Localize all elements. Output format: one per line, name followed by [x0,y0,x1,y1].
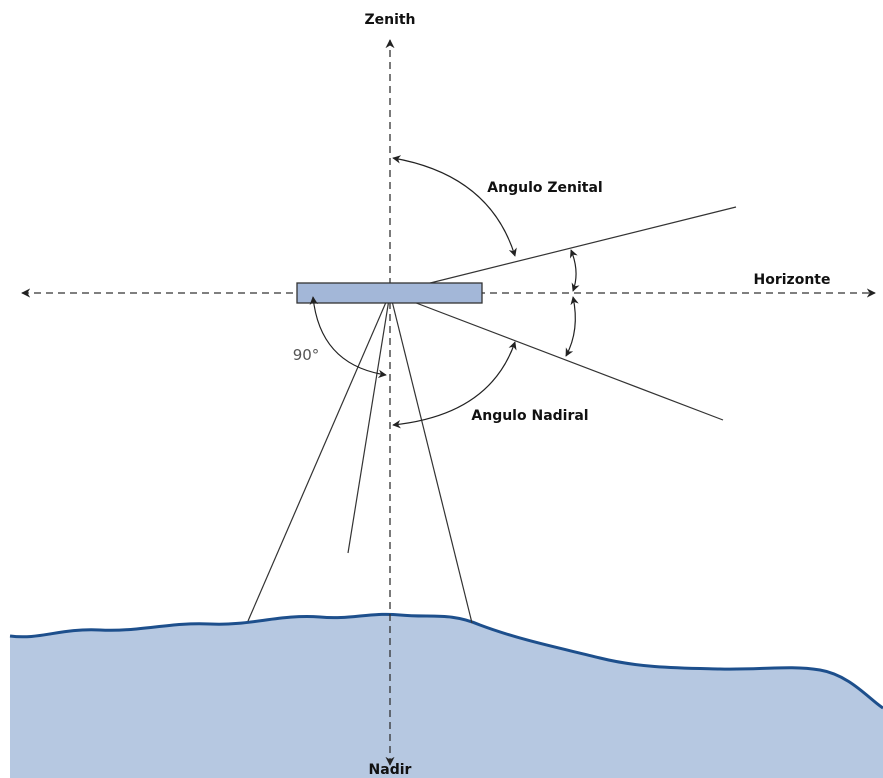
nadir-angle-label: Angulo Nadiral [471,408,588,424]
view-line [247,292,391,622]
upper-ray [389,206,737,294]
right-angle-arc [309,296,387,379]
sensor [296,282,483,304]
zenith-angle-label: Angulo Zenital [487,180,602,196]
nadir-angle-arc [392,341,517,429]
view-line [389,292,473,624]
zenith-angle-arc [392,155,517,257]
nadir-label: Nadir [369,762,412,778]
lower-ray [389,292,724,421]
horizon-label: Horizonte [754,272,831,288]
ground [10,614,883,778]
right-angle-label: 90° [293,346,320,364]
upper-small-arc [569,249,580,292]
lower-small-arc [565,296,579,357]
ground-outline [9,612,883,710]
view-line [347,292,391,554]
zenith-label: Zenith [364,12,415,28]
